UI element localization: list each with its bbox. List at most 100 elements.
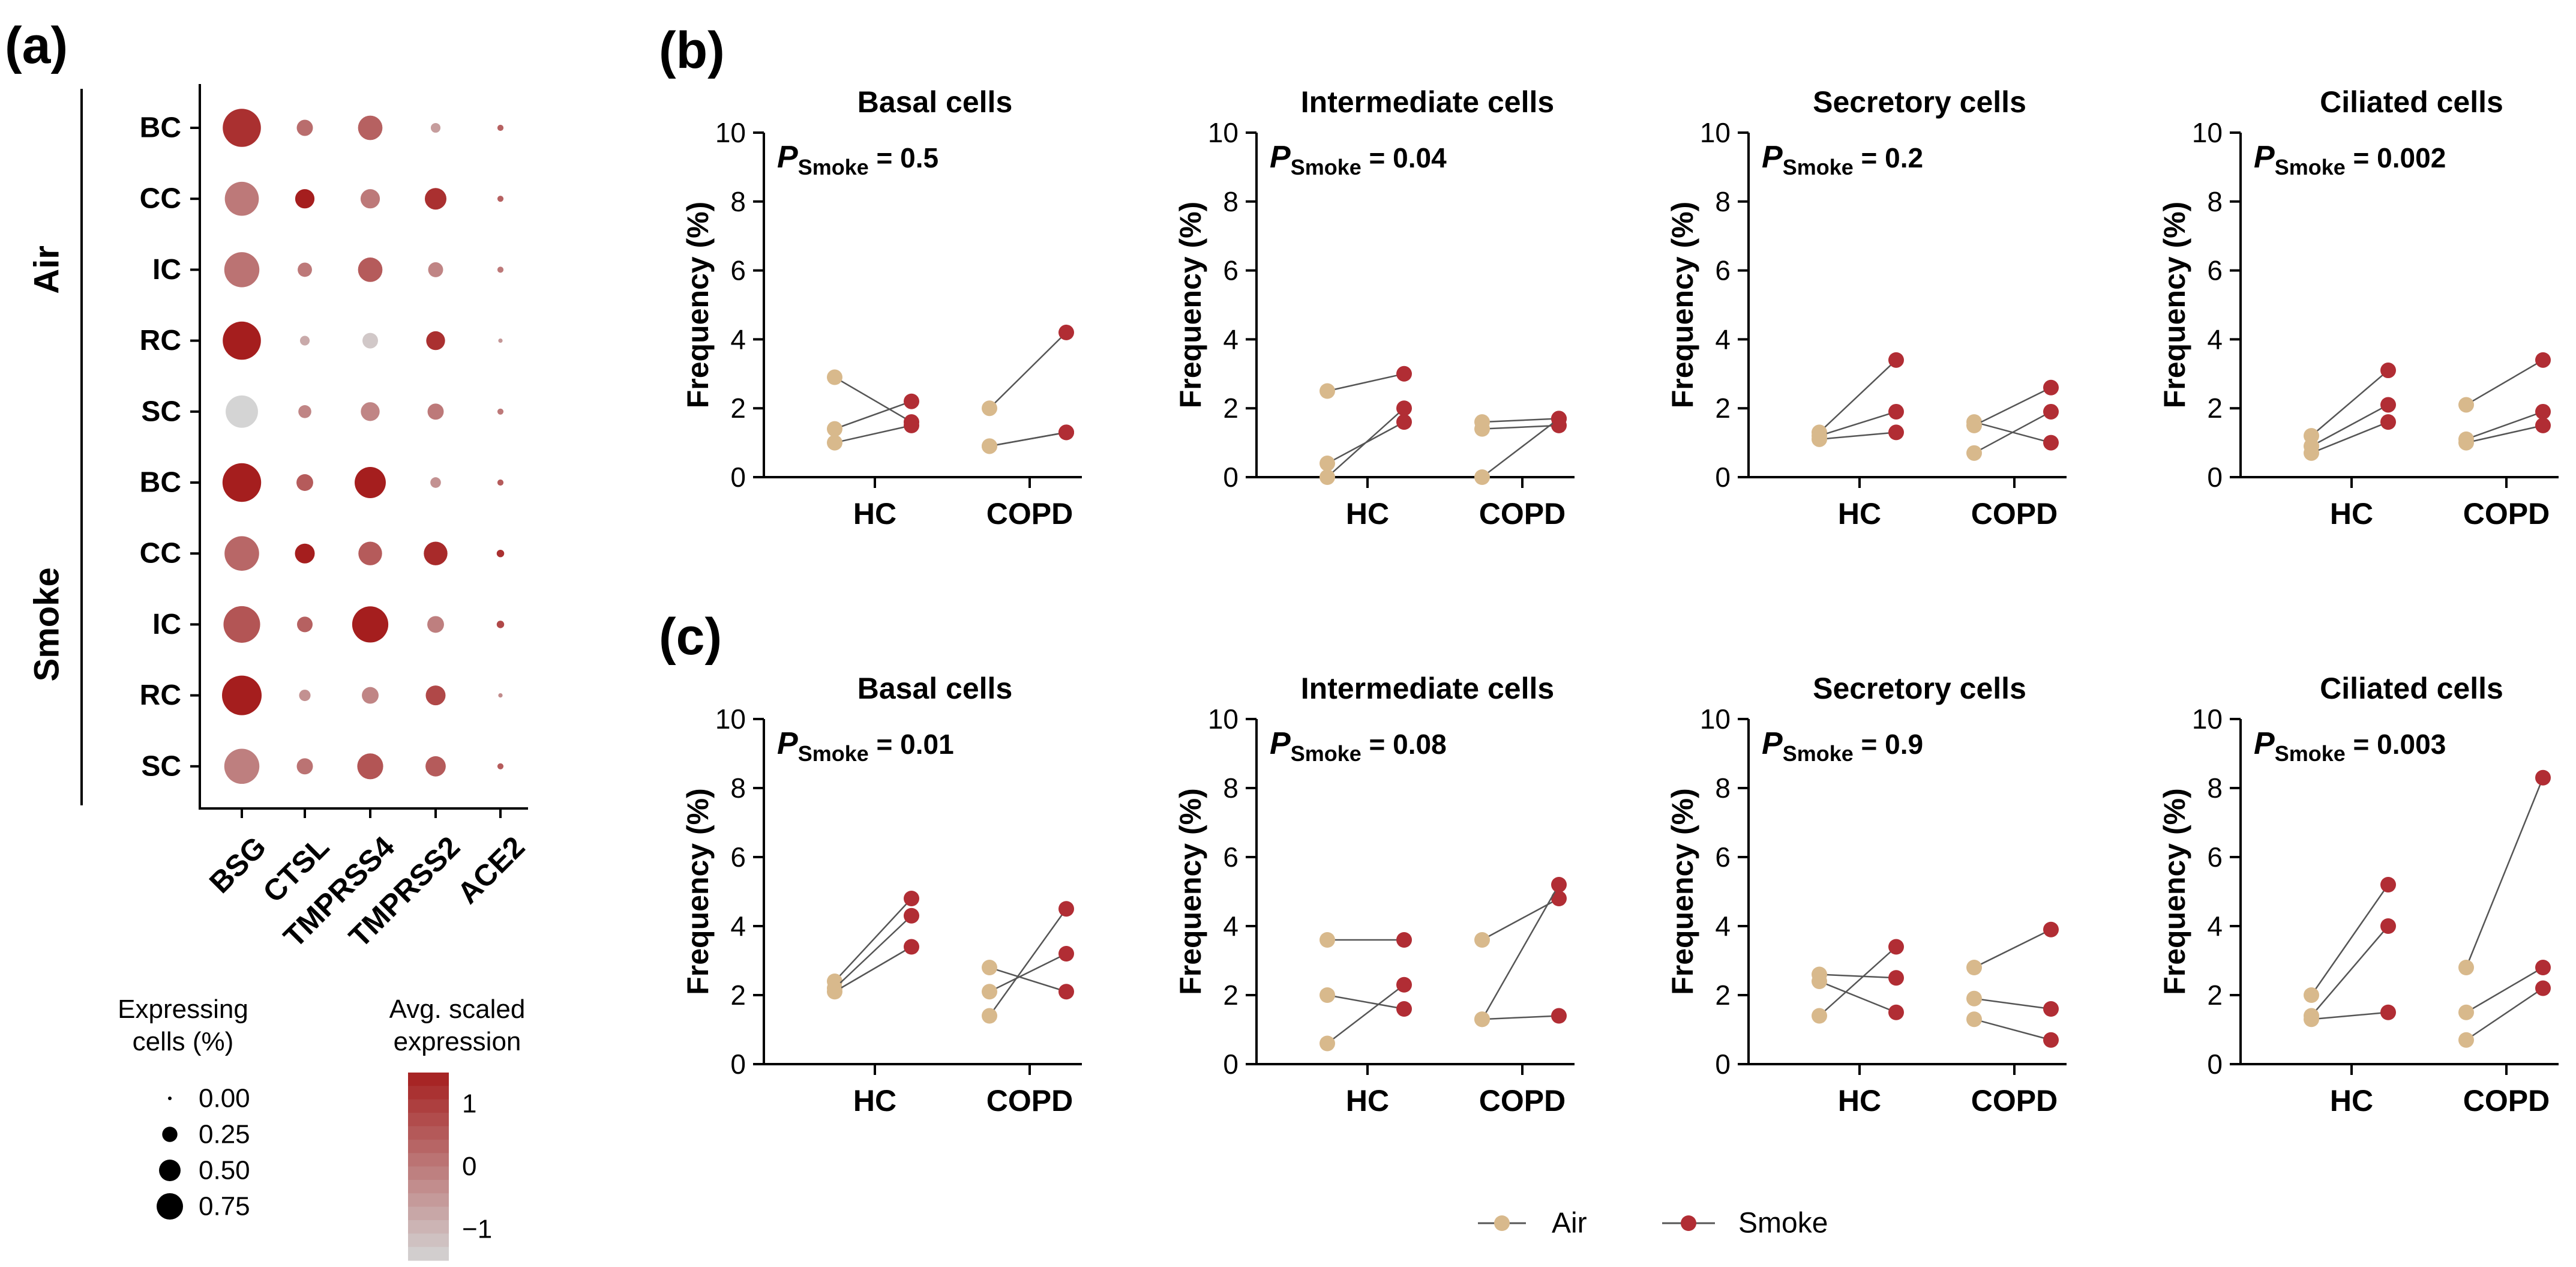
dot-smoke-ic-tmprss4 xyxy=(352,606,389,643)
y-tick-label: 6 xyxy=(730,255,746,286)
y-tick-label: 4 xyxy=(730,324,746,355)
point-smoke-copd xyxy=(1058,901,1074,917)
dot-air-rc-bsg xyxy=(223,321,261,360)
pair-line xyxy=(989,332,1067,409)
panel-label-b: (b) xyxy=(659,22,725,79)
point-air-copd xyxy=(2458,960,2474,975)
color-legend-step xyxy=(408,1179,449,1194)
group-label-air: Air xyxy=(28,245,67,294)
point-air-hc xyxy=(827,435,842,451)
point-smoke-hc xyxy=(1396,366,1412,382)
dot-air-rc-ctsl xyxy=(299,336,310,346)
dot-air-sc-bsg xyxy=(226,395,258,428)
y-tick-label: 0 xyxy=(1223,462,1238,493)
y-axis-label: Frequency (%) xyxy=(1666,788,1699,995)
point-air-copd xyxy=(1474,1011,1490,1028)
pair-line xyxy=(1327,984,1405,1044)
legend-label-air: Air xyxy=(1552,1208,1587,1239)
dot-smoke-cc-bsg xyxy=(224,536,259,571)
color-legend-title-line2: expression xyxy=(394,1027,521,1056)
point-smoke-copd xyxy=(1058,324,1074,340)
y-tick-label: 4 xyxy=(1715,324,1731,355)
x-tick-label-copd: COPD xyxy=(1971,497,2058,531)
row-label-smoke-bc: BC xyxy=(140,467,181,499)
y-tick-label: 6 xyxy=(1223,841,1238,873)
x-tick-label-hc: HC xyxy=(853,1084,896,1118)
dot-smoke-sc-ctsl xyxy=(296,758,313,775)
pair-line xyxy=(1482,418,1560,478)
pair-line xyxy=(1974,928,2052,969)
chart-basal-cells: Basal cells 0 2 4 6 8 10 Frequency (%) HC COPD PSm… xyxy=(681,672,1082,1118)
point-smoke-hc xyxy=(904,939,919,955)
y-tick-label: 10 xyxy=(2192,703,2223,735)
dot-smoke-rc-ace2 xyxy=(498,693,503,698)
pair-line xyxy=(1974,998,2052,1010)
y-tick-label: 8 xyxy=(1223,772,1238,804)
point-smoke-hc xyxy=(1396,414,1412,430)
color-legend-step xyxy=(408,1153,449,1167)
dot-smoke-sc-tmprss4 xyxy=(357,753,383,780)
pair-line xyxy=(1481,884,1560,1020)
color-legend-step xyxy=(408,1247,449,1261)
y-axis-label: Frequency (%) xyxy=(1174,788,1207,995)
point-smoke-hc xyxy=(1396,1001,1412,1017)
point-air-copd xyxy=(2458,397,2474,413)
pair-line xyxy=(1327,373,1405,392)
x-tick-label-copd: COPD xyxy=(1971,1084,2058,1118)
y-tick-label: 6 xyxy=(730,841,746,873)
row-label-air-sc: SC xyxy=(141,396,181,427)
x-tick-label-copd: COPD xyxy=(1479,497,1566,531)
point-smoke-copd xyxy=(1058,424,1074,441)
row-label-smoke-rc: RC xyxy=(140,679,181,711)
panel-a-dotplot: (a)AirSmokeBCCCICRCSCBCCCICRCSCBSGCTSLTM… xyxy=(5,17,531,1261)
size-legend-dot xyxy=(162,1127,178,1142)
panel-row-c: (c) Basal cells 0 2 4 6 8 10 Frequency (%) HC COPD… xyxy=(659,608,2559,1118)
row-label-smoke-sc: SC xyxy=(141,750,181,782)
point-smoke-hc xyxy=(2380,414,2396,430)
pair-line xyxy=(2311,370,2389,437)
point-smoke-copd xyxy=(2535,769,2551,786)
y-tick-label: 10 xyxy=(715,703,746,735)
y-tick-label: 8 xyxy=(730,186,746,217)
pair-line xyxy=(989,953,1067,993)
y-tick-label: 0 xyxy=(1223,1049,1238,1080)
size-legend-title-line1: Expressing xyxy=(118,995,248,1024)
point-air-hc xyxy=(827,369,842,385)
y-tick-label: 0 xyxy=(1715,1049,1731,1080)
pair-line xyxy=(1482,1015,1560,1020)
legend-label-smoke: Smoke xyxy=(1738,1208,1828,1239)
dot-air-rc-tmprss2 xyxy=(426,331,445,351)
y-tick-label: 2 xyxy=(1223,980,1238,1011)
dot-air-bc-tmprss2 xyxy=(430,122,441,133)
color-legend-step xyxy=(408,1206,449,1221)
dot-smoke-rc-ctsl xyxy=(299,690,311,702)
point-air-hc xyxy=(2304,987,2319,1003)
point-smoke-hc xyxy=(1888,970,1904,986)
dot-air-bc-ace2 xyxy=(497,124,504,131)
point-air-copd xyxy=(2458,1004,2474,1020)
point-air-copd xyxy=(1966,445,1982,461)
row-label-smoke-cc: CC xyxy=(140,538,181,570)
p-value-annotation: PSmoke = 0.5 xyxy=(777,140,938,179)
pair-line xyxy=(834,376,912,423)
y-tick-label: 4 xyxy=(730,910,746,942)
dot-air-sc-tmprss2 xyxy=(427,403,444,420)
x-tick-label-hc: HC xyxy=(1346,497,1389,531)
y-tick-label: 4 xyxy=(2207,324,2223,355)
y-axis-label: Frequency (%) xyxy=(1666,202,1699,409)
color-legend-tick-label: −1 xyxy=(462,1214,492,1244)
point-smoke-copd xyxy=(2043,1001,2059,1017)
point-air-copd xyxy=(982,984,997,1000)
color-legend-step xyxy=(408,1099,449,1113)
pair-line xyxy=(2465,777,2544,968)
point-smoke-copd xyxy=(1058,946,1074,962)
dot-smoke-bc-tmprss2 xyxy=(430,477,441,488)
y-tick-label: 8 xyxy=(730,772,746,804)
size-legend-label: 0.50 xyxy=(199,1156,250,1185)
pair-line xyxy=(2310,884,2389,996)
point-air-copd xyxy=(982,960,997,975)
x-tick-label-hc: HC xyxy=(2330,497,2373,531)
chart-title: Basal cells xyxy=(857,672,1013,705)
point-air-hc xyxy=(1320,469,1335,485)
